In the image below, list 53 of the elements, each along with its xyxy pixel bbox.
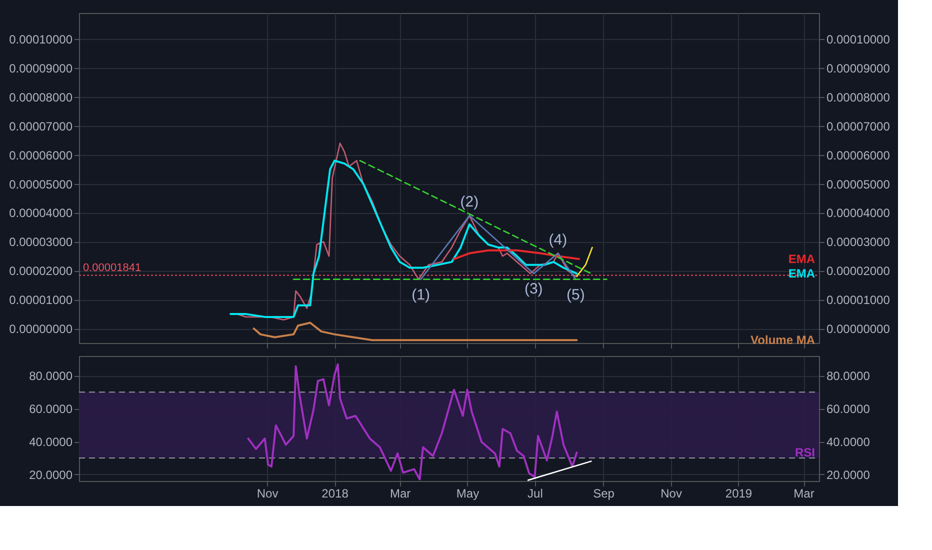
ref-line-label: 0.00001841 <box>83 262 142 274</box>
y2-tick-label: 0.00002000 <box>826 264 890 278</box>
y2-tick-label: 0.00009000 <box>826 62 890 76</box>
annotation: (3) <box>524 280 543 298</box>
y-tick-label: 0.00005000 <box>9 177 73 192</box>
text: RSI <box>794 446 815 460</box>
y-tick-label: 0.00004000 <box>9 206 73 220</box>
y-tick-label: 20.0000 <box>29 468 73 482</box>
y-tick-label: 80.0000 <box>29 369 73 384</box>
x-tick-label: Nov <box>660 486 682 500</box>
x-tick-label: 2019 <box>725 486 752 500</box>
y-tick-label: 60.0000 <box>29 402 73 416</box>
text: EMA <box>788 266 816 281</box>
x-tick-label: Mar <box>390 486 411 500</box>
text: Volume MA <box>750 333 816 348</box>
y2-tick-label: 0.00007000 <box>826 119 890 134</box>
annotation: (5) <box>566 286 585 304</box>
y2-tick-label: 60.0000 <box>826 402 870 416</box>
line-series <box>247 363 578 480</box>
x-tick-label: Nov <box>256 486 278 500</box>
y2-tick-label: 80.0000 <box>826 369 870 384</box>
y-tick-label: 0.00003000 <box>9 235 73 250</box>
y-tick-label: 0.00007000 <box>9 119 73 134</box>
y-tick-label: 0.00001000 <box>9 293 73 308</box>
x-tick-label: Mar <box>794 486 814 500</box>
y2-tick-label: 0.00005000 <box>826 177 890 192</box>
y-tick-label: 0.00008000 <box>9 90 73 104</box>
annotation: (4) <box>548 231 568 248</box>
y-tick-label: 0.00010000 <box>9 32 73 47</box>
y2-tick-label: 0.00000000 <box>826 322 890 336</box>
x-tick-label: 2018 <box>322 486 349 500</box>
y2-tick-label: 0.00006000 <box>826 148 890 162</box>
line-series <box>452 249 580 260</box>
y-tick-label: 0.00006000 <box>9 148 73 162</box>
y-tick-label: 0.00000000 <box>9 322 73 336</box>
line-series <box>252 322 578 342</box>
x-tick-label: Sep <box>593 486 615 500</box>
y2-tick-label: 0.00001000 <box>826 293 890 308</box>
y2-tick-label: 0.00010000 <box>826 32 890 47</box>
y2-tick-label: 0.00008000 <box>826 90 890 104</box>
y2-tick-label: 20.0000 <box>826 468 870 482</box>
annotation: (1) <box>412 286 430 304</box>
text: EMA <box>788 252 816 266</box>
y2-tick-label: 0.00004000 <box>826 206 890 220</box>
y2-tick-label: 40.0000 <box>826 435 870 450</box>
y2-tick-label: 0.00003000 <box>826 235 890 250</box>
y-tick-label: 0.00009000 <box>9 62 73 76</box>
line-series <box>420 214 576 280</box>
annotation: (2) <box>460 194 479 211</box>
y-tick-label: 0.00002000 <box>9 264 73 278</box>
x-tick-label: May <box>456 486 480 500</box>
y-tick-label: 40.0000 <box>29 435 73 450</box>
x-tick-label: Jul <box>528 486 543 500</box>
